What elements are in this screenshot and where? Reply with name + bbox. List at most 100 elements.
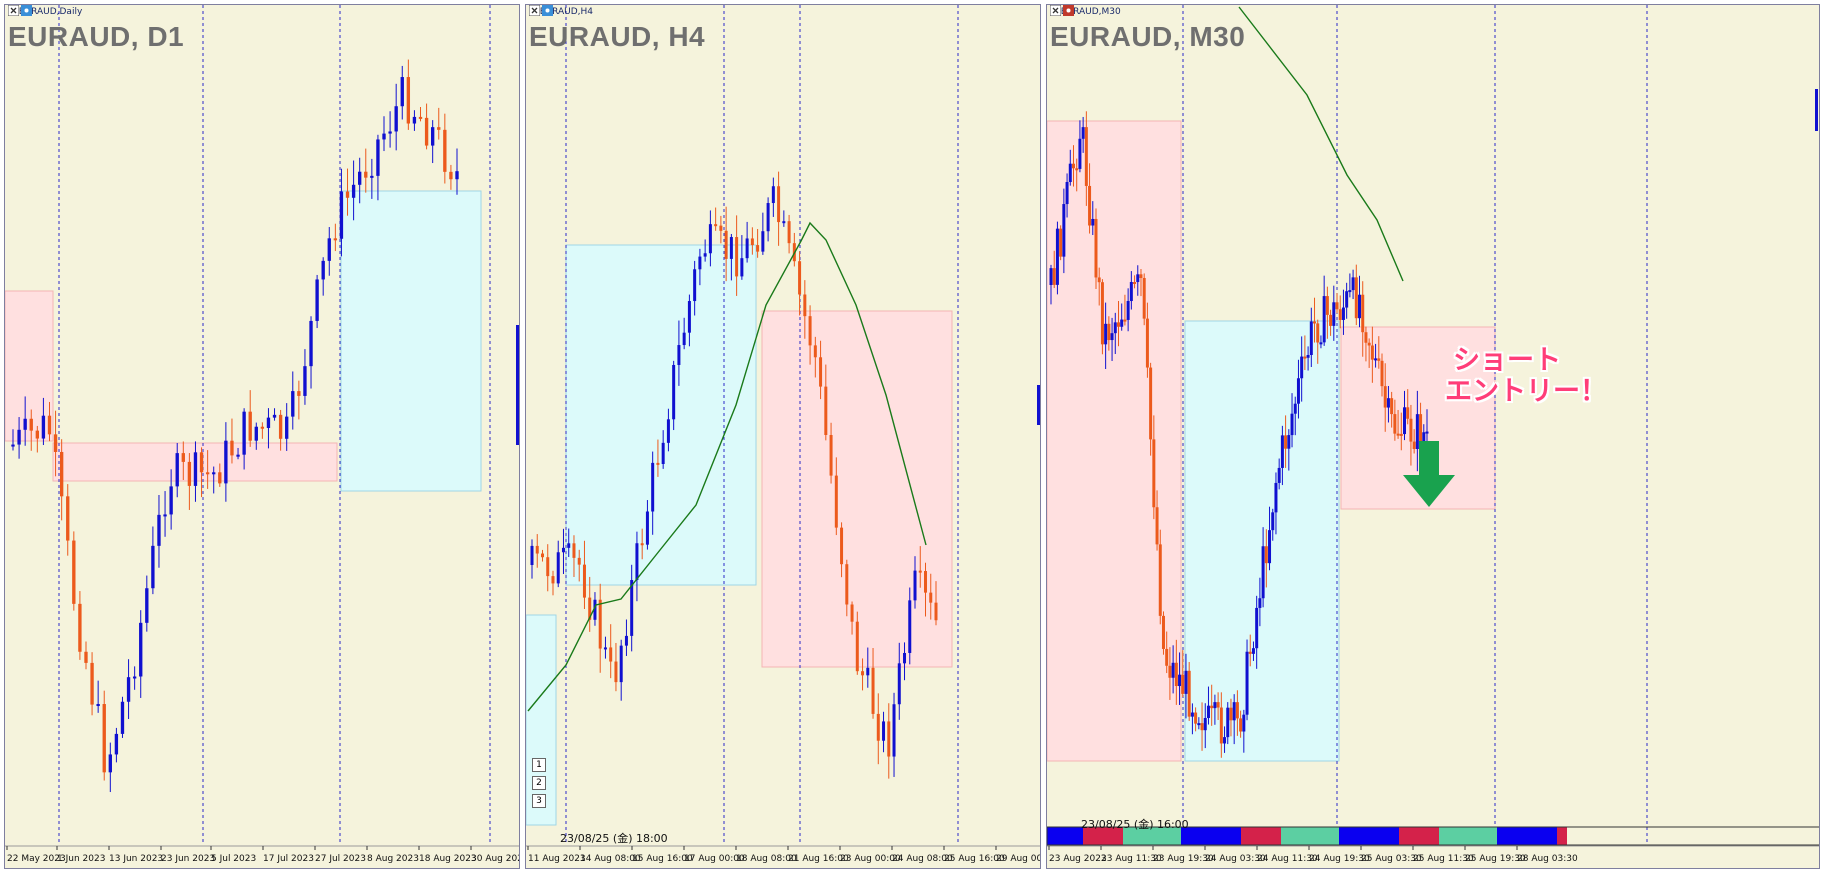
candle-body <box>145 588 149 623</box>
candle-body <box>139 622 143 677</box>
candle-body <box>132 676 137 679</box>
candle-body <box>1399 433 1403 436</box>
settings-icon[interactable] <box>542 5 553 16</box>
candle-body <box>929 592 933 603</box>
zone-c-0 <box>526 614 557 826</box>
time-tick-label: 14 Aug 08:00 <box>580 854 641 864</box>
candle-body <box>1155 507 1159 545</box>
close-icon[interactable] <box>8 5 19 16</box>
candle-body <box>1245 651 1249 715</box>
time-tick-label: 17 Aug 00:00 <box>684 854 745 864</box>
candle-body <box>291 391 295 417</box>
time-tick-label: 28 Aug 03:30 <box>1517 854 1578 864</box>
candle-body <box>84 651 88 663</box>
candle-body <box>1161 615 1165 649</box>
candle-body <box>908 600 912 653</box>
candle-body <box>1300 356 1304 379</box>
candle-body <box>724 230 728 259</box>
candle-body <box>437 127 441 130</box>
candle-body <box>813 345 817 358</box>
settings-icon[interactable] <box>21 5 32 16</box>
candle-body <box>59 451 64 497</box>
candle-body <box>1374 358 1378 361</box>
right-edge-marker <box>1037 385 1040 425</box>
candle-body <box>651 462 655 512</box>
time-tick-label: 24 Aug 11:30 <box>1257 854 1318 864</box>
candle-body <box>1268 530 1272 564</box>
candle-body <box>1232 702 1236 721</box>
candle-body <box>1168 665 1172 678</box>
session-bar-segment <box>1439 827 1497 845</box>
candle-body <box>1165 648 1169 666</box>
candle-body <box>285 416 289 439</box>
candle-body <box>400 77 404 107</box>
time-tick-label: 25 Aug 16:00 <box>944 854 1005 864</box>
candle-body <box>535 545 539 554</box>
candle-body <box>1386 398 1390 408</box>
candle-body <box>882 721 886 741</box>
candle-body <box>212 472 216 475</box>
chart-d1-header: ▼ EURAUD,Daily <box>9 7 83 17</box>
candle-body <box>1206 705 1210 718</box>
candle-body <box>698 256 702 270</box>
candle-body <box>297 391 301 396</box>
candle-body <box>1068 163 1072 183</box>
close-icon[interactable] <box>1050 5 1061 16</box>
candle-body <box>682 332 686 346</box>
candle-body <box>181 453 185 462</box>
candle-body <box>609 647 613 662</box>
candle-body <box>1412 441 1416 450</box>
moving-average-line <box>527 221 927 712</box>
candle-body <box>430 127 435 146</box>
candle-body <box>394 106 398 132</box>
candle-body <box>1216 702 1220 708</box>
candle-body <box>834 475 838 528</box>
session-bar-segment <box>1497 827 1557 845</box>
chart-panel-d1[interactable]: 22 May 2023 1 Jun 2023 13 Jun 2023 23 Jun 2… <box>4 4 520 869</box>
candle-body <box>703 253 707 257</box>
candle-body <box>645 511 649 545</box>
candle-body <box>761 231 765 252</box>
candle-body <box>824 386 828 435</box>
layer-button-3[interactable]: 3 <box>532 794 546 808</box>
candle-body <box>1415 414 1419 450</box>
candle-body <box>903 652 907 664</box>
candle-body <box>169 486 173 515</box>
candle-body <box>108 754 112 773</box>
candle-body <box>1097 277 1101 283</box>
candle-body <box>1184 670 1188 694</box>
candle-body <box>866 667 870 676</box>
candle-body <box>656 462 660 465</box>
layer-button-1[interactable]: 1 <box>532 758 546 772</box>
candle-body <box>719 225 723 231</box>
time-tick-label: 25 Aug 19:30 <box>1465 854 1526 864</box>
time-tick-label: 25 Aug 03:30 <box>1361 854 1422 864</box>
candle-body <box>766 203 770 232</box>
candle-body <box>624 635 628 646</box>
candle-body <box>1309 321 1313 355</box>
chart-panel-h4[interactable]: 11 Aug 2023 14 Aug 08:00 15 Aug 16:00 17 Au… <box>525 4 1041 869</box>
time-tick-label: 25 Aug 11:30 <box>1413 854 1474 864</box>
candle-body <box>561 547 565 553</box>
candle-body <box>546 557 550 577</box>
candle-body <box>406 77 411 124</box>
zone-p-0 <box>1047 120 1182 762</box>
candle-body <box>924 571 928 593</box>
candle-body <box>254 426 258 441</box>
candle-body <box>572 543 576 558</box>
candle-body <box>175 453 179 487</box>
settings-icon[interactable] <box>1063 5 1074 16</box>
candle-body <box>1271 512 1275 531</box>
candle-body <box>556 552 560 584</box>
layer-button-2[interactable]: 2 <box>532 776 546 790</box>
candle-body <box>1107 323 1111 341</box>
close-icon[interactable] <box>529 5 540 16</box>
candle-body <box>345 191 350 198</box>
chart-panel-m30[interactable]: 23 Aug 2023 23 Aug 11:30 23 Aug 19:30 24 Au… <box>1046 4 1820 869</box>
candle-body <box>1094 218 1098 278</box>
time-tick-label: 23 Aug 19:30 <box>1153 854 1214 864</box>
time-tick-label: 18 Aug 08:00 <box>736 854 797 864</box>
session-bar-segment <box>1399 827 1439 845</box>
candle-body <box>248 411 252 441</box>
